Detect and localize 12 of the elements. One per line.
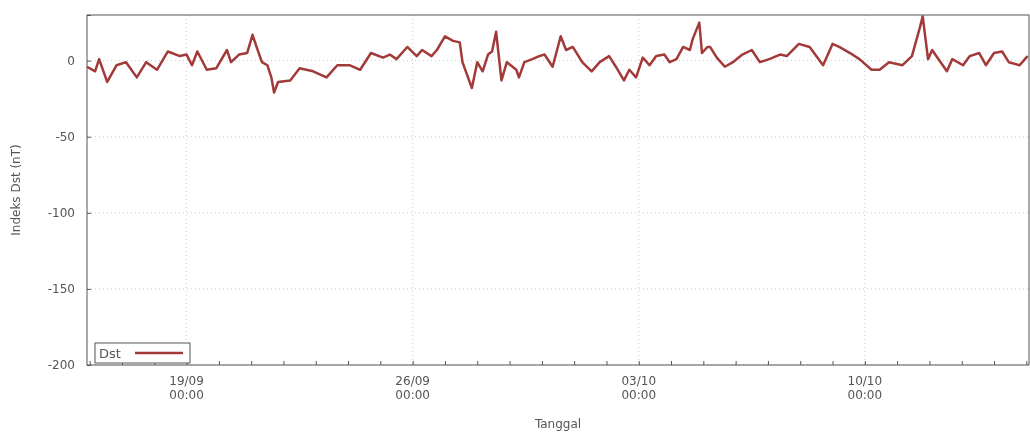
x-tick-label: 10/10 00:00	[847, 374, 883, 402]
x-tick-label: 26/09 00:00	[395, 374, 430, 402]
y-tick-label: -150	[47, 282, 75, 297]
y-axis-title: Indeks Dst (nT)	[9, 144, 23, 236]
x-tick-label: 19/09 00:00	[169, 374, 204, 402]
y-tick-label: -200	[47, 358, 75, 373]
y-tick-label: -50	[55, 130, 75, 145]
y-tick-label: -100	[47, 206, 75, 221]
x-tick-label: 03/10 00:00	[621, 374, 657, 402]
x-axis-title: Tanggal	[533, 417, 582, 431]
y-tick-label: 0	[67, 53, 75, 68]
legend-label: Dst	[99, 346, 121, 361]
